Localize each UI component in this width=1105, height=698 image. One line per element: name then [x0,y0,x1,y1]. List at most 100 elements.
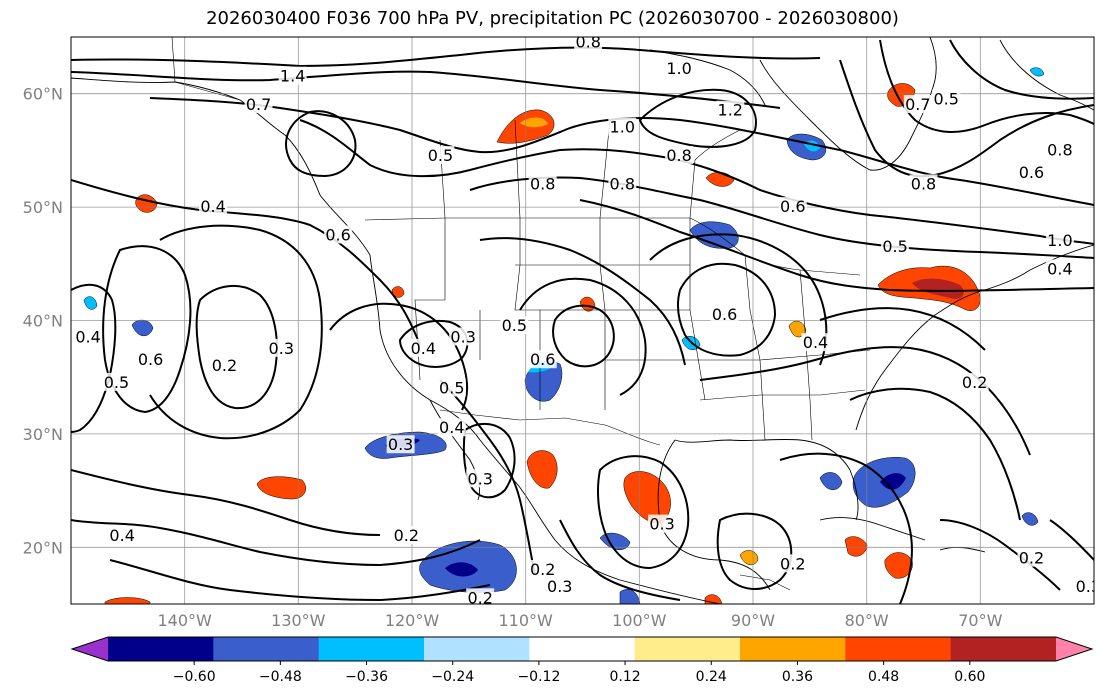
svg-text:0.2: 0.2 [962,373,987,392]
contour-label: 0.6 [710,304,739,324]
svg-text:0.4: 0.4 [75,328,100,347]
longitude-label: 140°W [157,611,212,630]
contour-label: 0.4 [199,197,228,216]
contour-label: 0.8 [1045,140,1074,159]
contour-label: 0.8 [574,33,603,52]
contour-label: 0.2 [528,559,557,579]
contour-label: 0.7 [244,95,273,114]
colorbar-segment [108,637,214,661]
contour-label: 0.5 [102,372,131,392]
border-us-mexico [439,409,661,446]
precipitation-patches [83,67,1045,604]
coastline-gulf-mexico [674,438,859,521]
latitude-label: 60°N [23,85,63,104]
latitude-label: 30°N [23,425,63,444]
contour-label: 0.4 [437,418,466,437]
svg-text:0.2: 0.2 [780,554,805,573]
contour-label: 0.3 [386,435,415,454]
border-canada-provinces [439,119,741,219]
coastline-mexico-gulf [657,439,771,591]
colorbar-segment [845,637,952,661]
pv-contour-east-2 [649,233,828,366]
svg-text:0.4: 0.4 [1047,259,1072,278]
svg-text:0.5: 0.5 [882,237,907,256]
political-borders [171,37,871,591]
contour-label: 1.0 [608,117,637,137]
colorbar-tick-label: −0.60 [173,669,216,685]
colorbar-tick-label: −0.12 [517,669,560,685]
colorbar: −0.60 −0.48 −0.36 −0.24 −0.12 0.12 0.24 0.36 0.4… [70,636,1094,685]
contour-labels: 0.81.01.40.7 1.2 0.7 0.51.00.5 0.80.8 0.80.60… [74,33,1094,604]
pv-contour-west-3 [195,284,278,410]
map-area: 0.81.01.40.7 1.2 0.7 0.51.00.5 0.80.8 0.80.60… [71,33,1094,604]
longitude-label: 70°W [958,611,1002,630]
longitude-label: 110°W [498,611,553,630]
pv-contour-northeast-2 [879,39,1094,133]
svg-text:0.8: 0.8 [666,146,691,165]
precip-patch-atlantic-east [1021,512,1039,526]
contour-label: 0.6 [136,350,165,369]
contour-label: 0.5 [426,146,455,165]
contour-label: 0.5 [500,316,529,335]
colorbar-tick-label: −0.24 [431,669,474,685]
contour-label: 0.7 [903,95,932,114]
svg-text:0.5: 0.5 [439,379,464,398]
border-state-2 [514,218,541,410]
contour-label: 0.5 [437,378,466,398]
longitude-label: 120°W [385,611,440,630]
precip-patch-mexico-nw [526,450,558,489]
coastline-west-us [369,254,721,604]
pv-contour-mx-1 [597,455,690,570]
graticule-lines [71,37,1094,604]
contour-label: 0.4 [1045,259,1074,278]
pv-contour-south-3 [939,519,1061,591]
contour-label: 0.2 [1017,548,1046,568]
svg-text:0.6: 0.6 [1019,163,1044,182]
contour-label: 0.3 [545,576,574,596]
precip-patch-centralam [739,550,759,566]
precip-patch-far-west [83,296,98,310]
pv-contour-mx-2 [559,519,681,601]
precip-patch-gulf-inner [880,473,906,490]
border-central-america [739,574,791,591]
contour-label: 0.6 [1017,163,1046,182]
pv-contour-east-4 [819,307,986,351]
colorbar-segment [424,637,530,661]
colorbar-outline [70,636,1094,662]
svg-text:1.4: 1.4 [280,67,305,86]
latitude-label: 50°N [23,198,63,217]
svg-text:0.8: 0.8 [575,33,600,52]
pv-contour-central-2 [398,320,469,368]
contour-label: 0.3 [466,469,495,488]
contour-label: 0.4 [108,525,137,545]
pv-contour-jet-4 [579,199,1094,292]
longitude-label: 130°W [271,611,326,630]
svg-text:0.3: 0.3 [547,577,572,596]
pv-contour-east-3 [699,346,1031,456]
border-state-11 [699,389,866,401]
precip-patch-canada-west-inner [520,117,548,128]
svg-text:0.5: 0.5 [104,373,129,392]
precip-patch-northeast-inner [912,278,964,299]
pv-contour-east-5 [849,387,1021,521]
colorbar-tick-label: −0.36 [345,669,388,685]
precip-patch-mexico-pacific-inner [445,562,478,577]
svg-text:0.7: 0.7 [905,95,930,114]
contour-label: 1.2 [716,100,745,120]
pv-contour-south-1 [716,512,793,590]
pv-contour-north-loop [285,110,357,178]
contour-label: 0.6 [324,225,353,244]
contour-label: 0.2 [960,372,989,392]
svg-text:0.7: 0.7 [246,95,271,114]
svg-text:0.8: 0.8 [911,174,936,193]
contour-label: 0.3 [1074,576,1094,596]
svg-text:1.0: 1.0 [610,118,635,137]
colorbar-segment [950,637,1057,661]
pv-contour-west-2 [102,245,192,414]
longitude-label: 100°W [612,611,667,630]
contour-label: 0.4 [409,338,438,358]
precip-patch-midatlantic [788,320,807,338]
pv-contour-sw-1 [439,379,536,576]
contour-label: 0.2 [210,355,239,375]
